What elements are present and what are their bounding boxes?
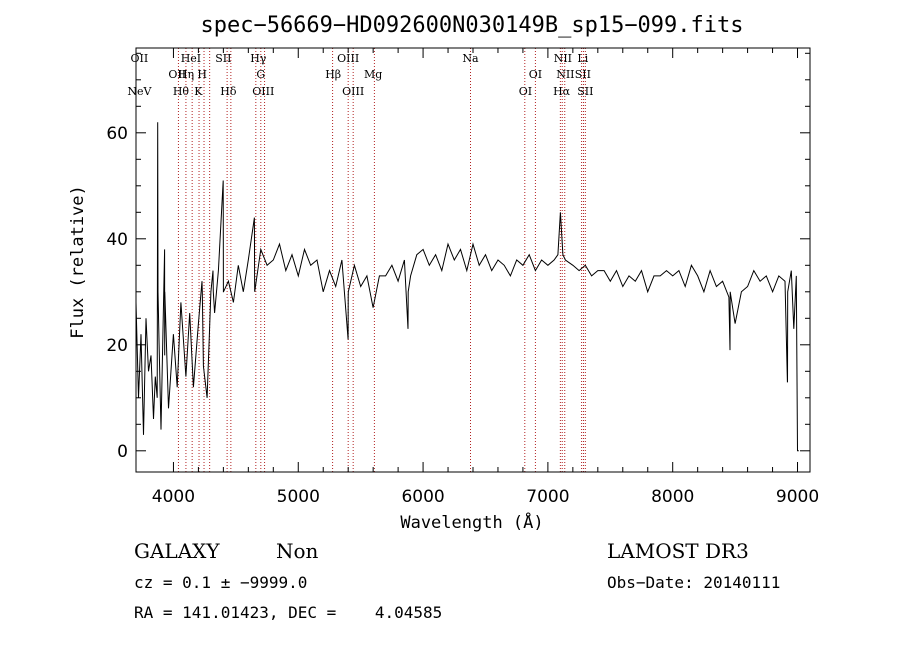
x-tick-label: 8000 [651, 487, 694, 507]
x-axis-label: Wavelength (Å) [400, 511, 543, 533]
line-label: Hδ [220, 85, 237, 98]
line-label: Mg [364, 68, 382, 81]
line-label: Li [577, 52, 588, 65]
x-tick-label: 9000 [776, 487, 819, 507]
line-label: G [256, 68, 265, 81]
x-tick-label: 5000 [277, 487, 320, 507]
coordinates: RA = 141.01423, DEC = 4.04585 [134, 603, 443, 622]
line-label: HeI [181, 52, 201, 65]
emission-line-labels: NeVOIIOIIHθHηHeIKHSIIHδHγGOIIIHβOIIIOIII… [127, 52, 593, 98]
line-label: SII [575, 68, 591, 81]
line-label: Hη [178, 68, 194, 81]
line-label: NeV [127, 85, 152, 98]
y-axis-ticks: 0 20 40 60 [106, 52, 810, 462]
line-label: K [194, 85, 203, 98]
line-label: Hα [553, 85, 571, 98]
x-axis-ticks: 4000 5000 6000 7000 8000 9000 [152, 48, 819, 507]
y-axis-label: Flux (relative) [68, 185, 88, 339]
line-label: SII [215, 52, 231, 65]
y-tick-label: 20 [106, 336, 128, 356]
line-label: Hγ [250, 52, 267, 65]
spectrum-line [135, 122, 799, 452]
obs-date: Obs−Date: 20140111 [607, 573, 781, 592]
emission-line-markers [177, 48, 586, 472]
line-label: OI [529, 68, 542, 81]
line-label: OIII [337, 52, 359, 65]
line-label: H [197, 68, 207, 81]
chart-title: spec−56669−HD092600N030149B_sp15−099.fit… [200, 13, 743, 38]
line-label: SII [577, 85, 593, 98]
line-label: OII [168, 68, 186, 81]
x-tick-label: 7000 [526, 487, 569, 507]
y-tick-label: 40 [106, 230, 128, 250]
line-label: OI [519, 85, 532, 98]
line-label: OII [131, 52, 149, 65]
line-label: NII [554, 52, 572, 65]
redshift-line: cz = 0.1 ± −9999.0 [134, 573, 308, 592]
x-tick-label: 6000 [401, 487, 444, 507]
object-class: GALAXY [134, 539, 220, 563]
x-tick-label: 4000 [152, 487, 195, 507]
y-tick-label: 0 [117, 442, 128, 462]
line-label: NII [556, 68, 574, 81]
survey-name: LAMOST DR3 [607, 539, 749, 563]
line-label: OIII [342, 85, 364, 98]
y-tick-label: 60 [106, 124, 128, 144]
line-label: Hθ [173, 85, 190, 98]
line-label: Hβ [325, 68, 341, 81]
plot-frame [135, 47, 811, 473]
object-subclass: Non [276, 539, 319, 563]
line-label: OIII [252, 85, 274, 98]
line-label: Na [462, 52, 479, 65]
